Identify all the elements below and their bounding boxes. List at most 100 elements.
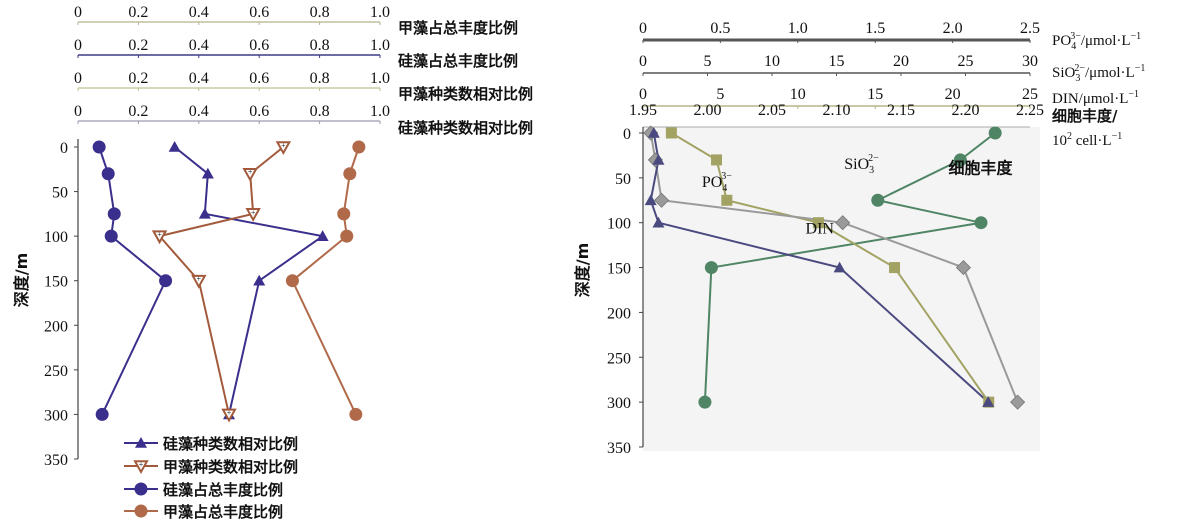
right-x-tick-label: 5 <box>704 53 712 70</box>
right-x-axis-title: PO43−/μmol·L−1 <box>1052 31 1141 52</box>
left-x-tick-label: 0.2 <box>128 70 148 87</box>
right-data-point-0 <box>644 194 657 206</box>
right-x-tick-label: 1.5 <box>865 20 885 37</box>
right-y-tick-label: 250 <box>607 350 631 367</box>
right-data-point-0 <box>982 396 995 407</box>
right-x-tick-label: 0.5 <box>710 20 730 37</box>
right-y-axis-title: 深度/m <box>573 243 592 298</box>
right-x-tick-label: 2.5 <box>1020 20 1040 37</box>
left-y-tick-label: 50 <box>52 185 68 202</box>
left-x-tick-label: 0 <box>74 103 82 120</box>
right-data-point-1 <box>889 262 901 274</box>
right-x-tick-label: 20 <box>945 86 961 103</box>
left-data-point-3 <box>343 167 357 181</box>
left-data-point-0 <box>253 274 266 286</box>
right-data-point-1 <box>721 194 733 206</box>
right-x-axis-title-line2: 102 cell·L−1 <box>1052 131 1122 149</box>
left-y-axis-title: 深度/m <box>12 253 31 308</box>
right-data-point-1 <box>812 217 824 229</box>
left-x-tick-label: 0.6 <box>249 103 269 120</box>
right-data-point-2 <box>835 215 851 231</box>
svg-text:+: + <box>251 208 256 217</box>
left-y-tick-label: 0 <box>60 140 68 157</box>
right-series-line-3 <box>703 132 996 403</box>
svg-text:+: + <box>248 168 253 177</box>
left-data-point-3 <box>352 140 366 154</box>
left-x-tick-label: 0.4 <box>189 70 209 87</box>
left-data-point-2 <box>104 229 118 243</box>
right-data-point-3 <box>974 216 988 230</box>
left-data-point-2 <box>95 407 109 421</box>
svg-text:+: + <box>139 460 144 469</box>
left-data-point-0 <box>168 141 181 152</box>
left-x-tick-label: 0.6 <box>249 4 269 21</box>
legend-label: 甲藻种类数相对比例 <box>163 458 298 476</box>
left-y-tick-label: 350 <box>44 452 68 469</box>
legend-label: 硅藻占总丰度比例 <box>163 481 283 499</box>
legend-label: 硅藻种类数相对比例 <box>163 435 298 453</box>
right-data-point-3 <box>953 153 967 167</box>
right-x-tick-label: 10 <box>790 86 806 103</box>
left-x-tick-label: 0.6 <box>249 70 269 87</box>
svg-text:+: + <box>227 408 232 417</box>
legend-marker <box>134 482 148 496</box>
right-x-tick-label: 2.00 <box>694 102 722 119</box>
right-x-tick-label: 2.0 <box>943 20 963 37</box>
left-series-line-2 <box>98 146 167 415</box>
right-x-tick-label: 0 <box>639 20 647 37</box>
left-x-tick-label: 0.4 <box>189 4 209 21</box>
left-x-tick-label: 0.4 <box>189 37 209 54</box>
legend-marker: + <box>133 460 149 475</box>
left-x-tick-label: 0.8 <box>310 103 330 120</box>
svg-text:+: + <box>197 275 202 284</box>
left-data-point-2 <box>92 140 106 154</box>
left-x-axis-title: 硅藻种类数相对比例 <box>398 119 533 137</box>
left-data-point-1: + <box>245 208 261 222</box>
left-data-point-3 <box>349 407 363 421</box>
legend-marker <box>135 437 147 448</box>
right-x-tick-label: 0 <box>639 86 647 103</box>
right-x-tick-label: 10 <box>764 53 780 70</box>
right-x-tick-label: 25 <box>958 53 974 70</box>
left-x-axis-title: 硅藻占总丰度比例 <box>398 52 518 70</box>
left-data-point-1: + <box>275 141 292 156</box>
right-y-tick-label: 200 <box>607 305 631 322</box>
right-data-point-3 <box>871 193 885 207</box>
right-y-tick-label: 0 <box>623 126 631 143</box>
series-annotation: 细胞丰度 <box>949 158 1014 177</box>
right-data-point-2 <box>955 259 972 276</box>
right-series-line-1 <box>670 132 990 403</box>
left-x-tick-label: 0 <box>74 4 82 21</box>
left-data-point-1: + <box>221 408 237 423</box>
left-data-point-2 <box>159 274 173 288</box>
right-data-point-2 <box>1010 394 1026 410</box>
right-x-tick-label: 2.10 <box>823 102 851 119</box>
left-data-point-3 <box>340 229 354 243</box>
right-data-point-0 <box>647 127 660 138</box>
left-x-tick-label: 0.8 <box>310 70 330 87</box>
svg-text:+: + <box>157 230 162 239</box>
right-x-tick-label: 2.20 <box>952 102 980 119</box>
right-x-tick-label: 1.0 <box>788 20 808 37</box>
left-x-tick-label: 0.2 <box>128 103 148 120</box>
svg-text:+: + <box>281 141 286 150</box>
left-data-point-1: + <box>151 230 168 245</box>
right-x-tick-label: 30 <box>1022 53 1038 70</box>
right-y-tick-label: 350 <box>607 440 631 457</box>
left-series-line-1 <box>157 146 284 415</box>
left-x-tick-label: 1.0 <box>370 70 390 87</box>
legend-marker <box>134 504 148 518</box>
right-x-tick-label: 1.95 <box>629 102 657 119</box>
left-x-axis-title: 甲藻种类数相对比例 <box>398 85 533 103</box>
left-x-tick-label: 0 <box>74 70 82 87</box>
left-x-tick-label: 0.6 <box>249 37 269 54</box>
left-x-tick-label: 1.0 <box>370 103 390 120</box>
left-data-point-0 <box>198 207 211 219</box>
right-x-tick-label: 2.25 <box>1016 102 1044 119</box>
right-x-tick-label: 20 <box>893 53 909 70</box>
left-x-tick-label: 0.2 <box>128 37 148 54</box>
right-data-point-0 <box>652 153 665 165</box>
left-x-tick-label: 0.8 <box>310 4 330 21</box>
right-data-point-3 <box>704 261 718 275</box>
